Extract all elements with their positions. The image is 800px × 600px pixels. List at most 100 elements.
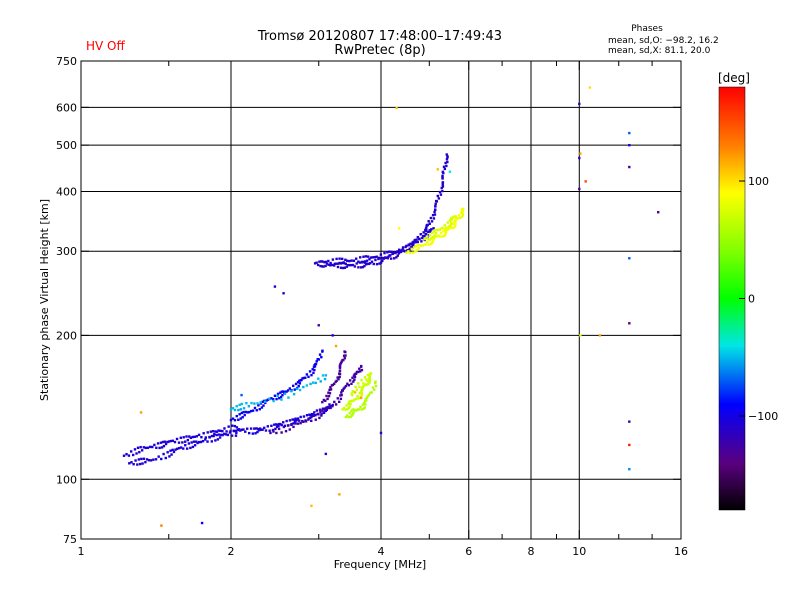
data-point [358, 391, 362, 395]
data-point [242, 410, 245, 414]
data-point [444, 233, 447, 236]
data-point [329, 406, 332, 410]
data-point [425, 227, 428, 231]
data-point [461, 212, 464, 215]
data-point [300, 378, 303, 382]
data-point [298, 388, 302, 392]
data-point [325, 262, 329, 265]
data-point [441, 176, 444, 179]
data-point [264, 429, 268, 432]
data-point [441, 226, 445, 230]
data-point [628, 257, 631, 260]
data-point [397, 248, 401, 251]
data-point [275, 425, 279, 429]
data-point [381, 256, 384, 260]
data-point [223, 432, 226, 436]
data-point [359, 365, 363, 368]
data-point [379, 257, 382, 260]
data-point [428, 222, 431, 225]
data-point [294, 422, 297, 425]
data-point [239, 408, 242, 411]
data-point [351, 413, 354, 416]
data-point [435, 228, 439, 232]
data-point [132, 462, 135, 466]
data-point [578, 156, 581, 160]
data-point [258, 408, 261, 411]
data-point [438, 190, 442, 194]
data-point [349, 402, 352, 406]
colorbar-tick-label: −100 [748, 410, 778, 423]
data-point [579, 334, 582, 337]
data-point [185, 435, 188, 438]
data-point [450, 216, 453, 220]
data-point [365, 378, 368, 381]
data-point [438, 235, 441, 238]
data-point [323, 260, 326, 264]
data-point [206, 440, 209, 443]
data-point [176, 447, 179, 451]
data-point [360, 260, 364, 264]
data-point [325, 407, 328, 410]
data-point [442, 230, 445, 233]
data-point [399, 250, 403, 253]
data-point [343, 386, 346, 389]
data-point [352, 411, 355, 414]
data-point [168, 455, 171, 458]
data-point [421, 244, 424, 247]
data-point [302, 376, 306, 380]
data-point [434, 235, 437, 238]
data-point [351, 408, 355, 411]
data-point [366, 262, 369, 265]
data-point [240, 393, 243, 397]
data-point [139, 411, 143, 414]
data-point [360, 368, 364, 372]
data-point [358, 261, 362, 264]
data-point [278, 396, 281, 400]
data-point [192, 440, 196, 443]
data-point [430, 228, 433, 231]
data-point [379, 253, 383, 256]
data-point [324, 399, 327, 402]
data-point [449, 221, 453, 224]
data-point [427, 220, 430, 223]
data-point [166, 451, 169, 454]
x-tick-label: 8 [528, 545, 535, 558]
data-point [362, 255, 365, 258]
data-point [334, 344, 338, 348]
data-point [291, 418, 294, 421]
data-point [315, 409, 319, 412]
data-point [433, 229, 437, 232]
y-tick-label: 400 [56, 185, 77, 198]
data-point [461, 214, 465, 217]
data-point [343, 266, 347, 269]
x-tick-label: 1 [78, 545, 85, 558]
data-point [342, 406, 346, 410]
data-point [293, 418, 296, 421]
data-point [142, 446, 146, 449]
data-point [401, 246, 405, 249]
data-point [309, 416, 312, 420]
data-point [295, 387, 299, 390]
data-point [296, 417, 300, 420]
data-point [280, 423, 283, 427]
data-point [355, 409, 358, 412]
data-point [371, 386, 375, 389]
y-tick-label: 200 [56, 329, 77, 342]
data-point [460, 209, 464, 213]
data-point [288, 428, 291, 431]
data-point [331, 263, 334, 267]
data-point [245, 401, 248, 405]
data-point [133, 448, 137, 451]
data-point [424, 243, 428, 246]
data-point [362, 407, 365, 410]
data-point [327, 394, 331, 398]
data-point [279, 422, 282, 426]
data-point [441, 185, 445, 188]
data-point [341, 257, 344, 261]
data-point [321, 350, 324, 353]
data-point [298, 379, 301, 383]
data-point [364, 261, 367, 264]
data-point [421, 236, 424, 240]
data-point [195, 440, 198, 443]
data-point [394, 251, 397, 254]
